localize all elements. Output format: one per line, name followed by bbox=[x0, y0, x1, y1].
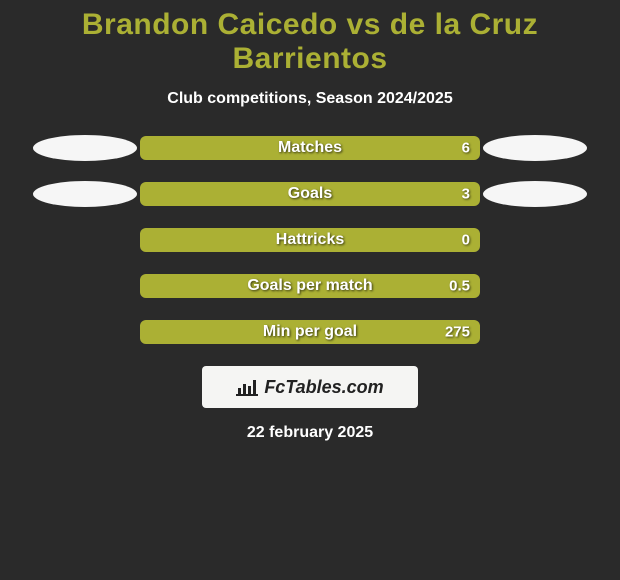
stat-row: Min per goal 275 bbox=[0, 320, 620, 344]
stat-row: Hattricks 0 bbox=[0, 228, 620, 252]
stat-bar: Goals 3 bbox=[140, 182, 480, 206]
stat-bar: Min per goal 275 bbox=[140, 320, 480, 344]
stat-label: Min per goal bbox=[263, 323, 357, 341]
stat-bar: Goals per match 0.5 bbox=[140, 274, 480, 298]
player-photo-left bbox=[30, 135, 140, 161]
comparison-subtitle: Club competitions, Season 2024/2025 bbox=[0, 90, 620, 108]
stat-value-right: 0 bbox=[462, 232, 470, 249]
player-photo-right bbox=[480, 135, 590, 161]
stat-label: Matches bbox=[278, 139, 342, 157]
stat-label: Goals per match bbox=[247, 277, 372, 295]
player-photo-right bbox=[480, 181, 590, 207]
stat-value-right: 3 bbox=[462, 186, 470, 203]
stat-bar: Hattricks 0 bbox=[140, 228, 480, 252]
player-photo-left bbox=[30, 181, 140, 207]
brand-chart-icon bbox=[236, 378, 258, 396]
stat-label: Goals bbox=[288, 185, 332, 203]
stat-bar: Matches 6 bbox=[140, 136, 480, 160]
brand-text: FcTables.com bbox=[264, 377, 383, 398]
stat-value-right: 275 bbox=[445, 324, 470, 341]
stat-row: Goals per match 0.5 bbox=[0, 274, 620, 298]
stat-value-right: 0.5 bbox=[449, 278, 470, 295]
stat-row: Matches 6 bbox=[0, 136, 620, 160]
stat-row: Goals 3 bbox=[0, 182, 620, 206]
brand-badge: FcTables.com bbox=[202, 366, 418, 408]
stats-container: Matches 6 Goals 3 Hattricks 0 Goals per match 0… bbox=[0, 136, 620, 344]
stat-value-right: 6 bbox=[462, 140, 470, 157]
comparison-date: 22 february 2025 bbox=[0, 424, 620, 442]
stat-label: Hattricks bbox=[276, 231, 344, 249]
comparison-title: Brandon Caicedo vs de la Cruz Barrientos bbox=[0, 0, 620, 76]
